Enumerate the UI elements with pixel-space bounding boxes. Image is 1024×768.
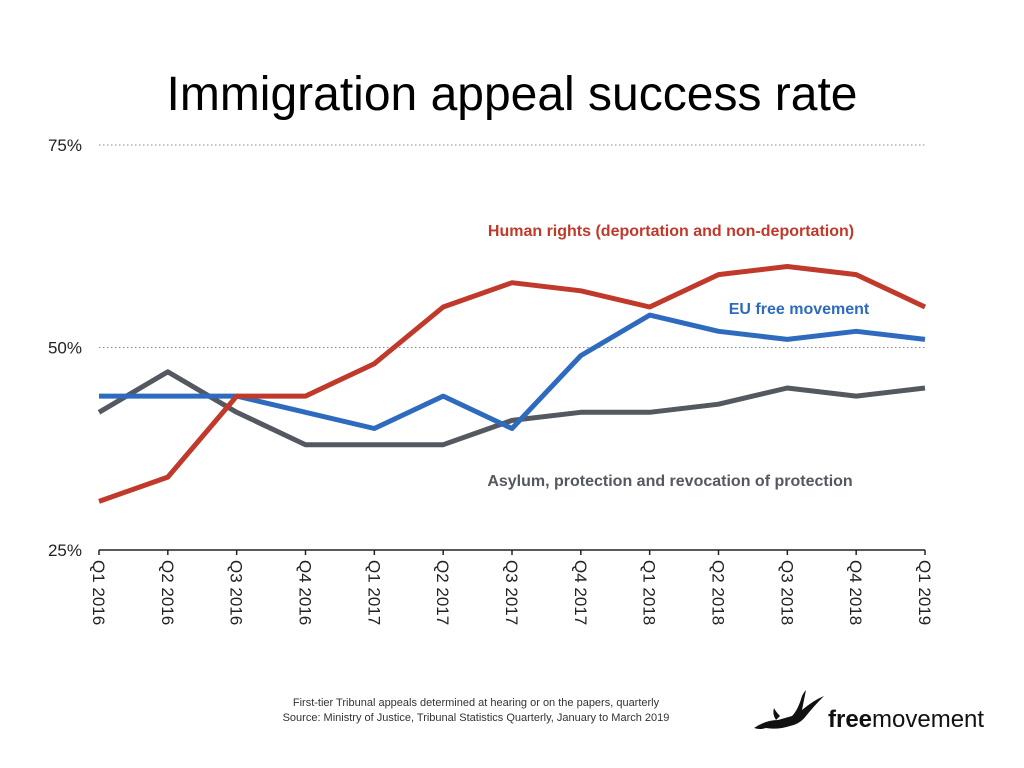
x-axis [98, 549, 926, 555]
crane-bird-icon [754, 690, 824, 729]
x-tick-label-q3-2017: Q3 2017 [502, 560, 521, 625]
x-tick-label-q4-2016: Q4 2016 [296, 560, 315, 625]
brand-name-bold: free [828, 706, 872, 733]
y-tick-label-50: 50% [48, 339, 82, 358]
x-tick-label-q2-2018: Q2 2018 [709, 560, 728, 625]
y-tick-label-75: 75% [48, 136, 82, 155]
y-axis: 25% 50% 75% [48, 136, 82, 560]
series-label-asylum: Asylum, protection and revocation of pro… [487, 473, 852, 490]
footnote: First-tier Tribunal appeals determined a… [283, 697, 670, 724]
x-tick-labels: Q1 2016 Q2 2016 Q3 2016 Q4 2016 Q1 2017 Q2 20… [89, 560, 934, 625]
series-label-human-rights: Human rights (deportation and non-deport… [488, 223, 854, 240]
x-tick-label-q4-2017: Q4 2017 [571, 560, 590, 625]
x-tick-label-q4-2018: Q4 2018 [846, 560, 865, 625]
grid [99, 144, 925, 348]
series-line-human-rights-deportation-and-non-deportation [98, 264, 927, 504]
x-tick-label-q2-2017: Q2 2017 [433, 560, 452, 625]
brand-logo: freemovement [754, 690, 984, 733]
series-lines [97, 264, 927, 504]
x-tick-label-q3-2018: Q3 2018 [777, 560, 796, 625]
footnote-line-2: Source: Ministry of Justice, Tribunal St… [283, 712, 670, 724]
brand-name: freemovement [828, 706, 984, 733]
x-tick-label-q2-2016: Q2 2016 [158, 560, 177, 625]
brand-name-regular: movement [872, 706, 984, 733]
footnote-line-1: First-tier Tribunal appeals determined a… [293, 697, 660, 709]
x-tick-label-q1-2019: Q1 2019 [915, 560, 934, 625]
series-line-asylum-protection-and-revocation-of-protection [97, 369, 926, 448]
x-tick-label-q1-2016: Q1 2016 [89, 560, 108, 625]
x-tick-label-q1-2017: Q1 2017 [364, 560, 383, 625]
series-label-eu-free-movement: EU free movement [729, 301, 870, 318]
chart-title: Immigration appeal success rate [167, 68, 858, 121]
series-labels: Human rights (deportation and non-deport… [487, 223, 870, 490]
x-tick-label-q1-2018: Q1 2018 [640, 560, 659, 625]
x-tick-label-q3-2016: Q3 2016 [227, 560, 246, 625]
y-tick-label-25: 25% [48, 541, 82, 560]
